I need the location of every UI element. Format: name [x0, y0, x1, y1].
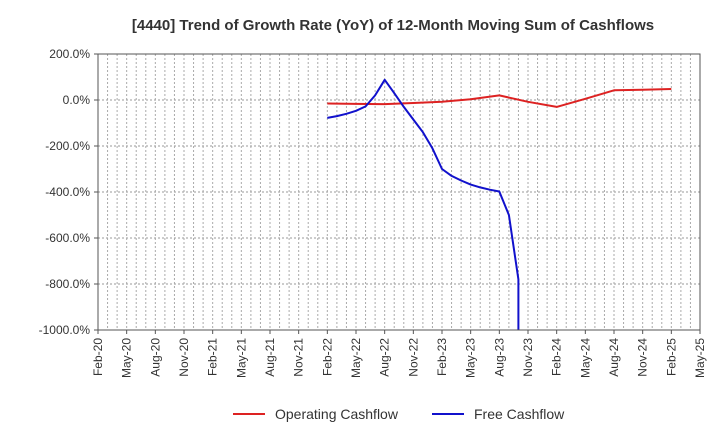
x-tick-label: May-22 [349, 338, 363, 378]
y-tick-label: -600.0% [45, 231, 90, 245]
x-tick-label: Feb-21 [206, 338, 220, 376]
y-axis: 200.0% 0.0% -200.0% -400.0% -600.0% -800.0% -1… [39, 47, 98, 337]
series-line-operating-cashflow [327, 88, 672, 108]
x-tick-label: Aug-22 [378, 338, 392, 377]
x-tick-label: Feb-23 [435, 338, 449, 376]
x-tick-label: Feb-22 [320, 338, 334, 376]
y-tick-label: -400.0% [45, 185, 90, 199]
legend: Operating Cashflow Free Cashflow [233, 406, 565, 422]
series-group [327, 78, 672, 330]
x-tick-label: May-25 [693, 338, 707, 378]
x-tick-label: Nov-21 [292, 338, 306, 377]
y-tick-label: -1000.0% [39, 323, 91, 337]
y-tick-label: -200.0% [45, 139, 90, 153]
x-tick-label: May-20 [120, 338, 134, 378]
x-tick-label: Aug-23 [492, 338, 506, 377]
y-tick-label: 200.0% [49, 47, 90, 61]
chart-title: [4440] Trend of Growth Rate (YoY) of 12-… [132, 17, 654, 34]
legend-label-operating-cashflow: Operating Cashflow [275, 406, 399, 422]
x-tick-label: May-23 [464, 338, 478, 378]
x-tick-label: May-21 [234, 338, 248, 378]
series-line-free-cashflow [327, 78, 520, 330]
grid [97, 53, 701, 331]
legend-label-free-cashflow: Free Cashflow [474, 406, 565, 422]
x-tick-label: Aug-21 [263, 338, 277, 377]
plot-frame [97, 53, 701, 331]
x-tick-label: Aug-24 [607, 338, 621, 377]
x-tick-label: Aug-20 [148, 338, 162, 377]
x-tick-label: Feb-25 [664, 338, 678, 376]
x-tick-label: Nov-23 [521, 338, 535, 377]
x-tick-label: May-24 [578, 338, 592, 378]
x-tick-label: Feb-20 [91, 338, 105, 376]
y-tick-label: -800.0% [45, 277, 90, 291]
x-tick-label: Feb-24 [550, 338, 564, 376]
x-tick-label: Nov-20 [177, 338, 191, 377]
x-tick-label: Nov-22 [406, 338, 420, 377]
x-tick-label: Nov-24 [636, 338, 650, 377]
x-axis: Feb-20 May-20 Aug-20 Nov-20 Feb-21 May-21 Aug-… [91, 330, 707, 378]
y-tick-label: 0.0% [63, 93, 91, 107]
